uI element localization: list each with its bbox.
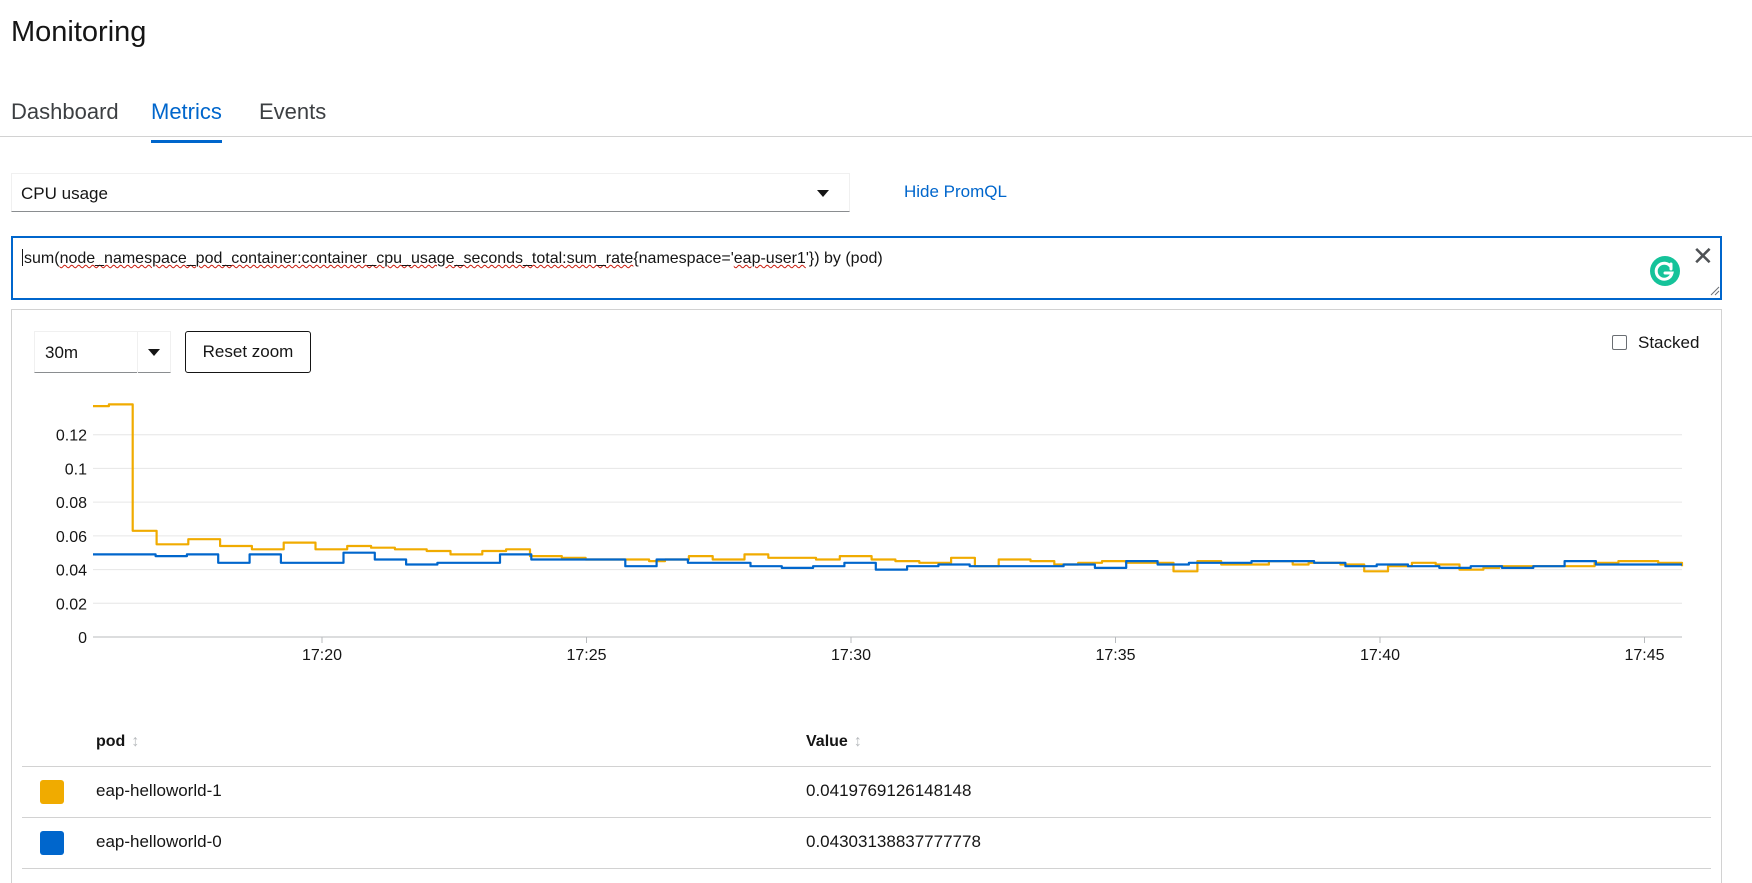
reset-zoom-button[interactable]: Reset zoom (185, 331, 311, 373)
timespan-dropdown[interactable]: 30m (34, 331, 171, 373)
y-tick-label: 0.06 (56, 529, 87, 546)
x-tick-label: 17:30 (831, 647, 871, 664)
pod-value: 0.04303138837777778 (806, 832, 981, 851)
stacked-label: Stacked (1638, 333, 1700, 352)
x-tick-label: 17:40 (1360, 647, 1400, 664)
column-header-value[interactable]: Value ↕ (806, 733, 862, 751)
series-line-eap-helloworld-1 (93, 403, 1684, 573)
page-title: Monitoring (11, 16, 147, 48)
tab-bar: Dashboard Metrics Events (0, 88, 1752, 143)
grammarly-g-icon (1654, 261, 1674, 281)
tab-metrics[interactable]: Metrics (151, 99, 222, 143)
y-tick-label: 0.04 (56, 563, 87, 580)
promql-namespace: eap-user1 (733, 250, 806, 267)
x-tick-label: 17:20 (302, 647, 342, 664)
resize-grip-icon[interactable] (1710, 286, 1720, 296)
series-color-swatch (40, 780, 64, 804)
caret-down-icon (817, 190, 829, 197)
promql-open: {namespace=' (633, 250, 734, 267)
series-line-eap-helloworld-0 (93, 551, 1682, 571)
promql-suffix: '}) by (pod) (805, 250, 883, 267)
tab-dashboard[interactable]: Dashboard (11, 99, 119, 124)
column-header-value-label: Value (806, 733, 848, 750)
promql-text: sum(node_namespace_pod_container:contain… (22, 249, 883, 268)
pod-name: eap-helloworld-1 (96, 781, 222, 800)
x-tick-label: 17:45 (1624, 647, 1664, 664)
clear-query-icon[interactable]: ✕ (1692, 241, 1714, 271)
column-header-pod-label: pod (96, 733, 126, 750)
promql-input[interactable]: sum(node_namespace_pod_container:contain… (11, 236, 1722, 300)
sort-icon: ↕ (131, 733, 140, 750)
query-select-value: CPU usage (21, 184, 108, 203)
promql-prefix: sum( (24, 250, 60, 267)
cpu-usage-chart[interactable]: 0 0.02 0.04 0.06 0.08 0.1 0.12 17:20 17:25 17:30 1… (0, 0, 1752, 720)
timespan-value: 30m (45, 343, 79, 362)
column-header-pod[interactable]: pod ↕ (96, 733, 139, 751)
table-row[interactable]: eap-helloworld-1 0.0419769126148148 (22, 766, 1711, 817)
y-tick-label: 0.12 (56, 428, 87, 445)
x-tick-label: 17:35 (1095, 647, 1135, 664)
dropdown-divider (137, 332, 138, 373)
pod-value: 0.0419769126148148 (806, 781, 972, 800)
hide-promql-link[interactable]: Hide PromQL (904, 182, 1007, 201)
graph-panel (11, 309, 1722, 883)
y-tick-label: 0.02 (56, 596, 87, 613)
x-tick-label: 17:25 (566, 647, 606, 664)
stacked-checkbox[interactable] (1612, 335, 1627, 350)
y-tick-label: 0.08 (56, 495, 87, 512)
sort-icon: ↕ (853, 733, 862, 750)
table-row[interactable]: eap-helloworld-0 0.04303138837777778 (22, 817, 1711, 869)
y-tick-label: 0 (78, 630, 87, 647)
pod-name: eap-helloworld-0 (96, 832, 222, 851)
tab-events[interactable]: Events (259, 99, 327, 124)
promql-metric: node_namespace_pod_container:container_c… (59, 250, 634, 267)
series-color-swatch (40, 831, 64, 855)
caret-down-icon (148, 349, 160, 356)
text-cursor (22, 249, 23, 266)
query-select-dropdown[interactable]: CPU usage (11, 173, 850, 212)
y-tick-label: 0.1 (65, 461, 87, 478)
